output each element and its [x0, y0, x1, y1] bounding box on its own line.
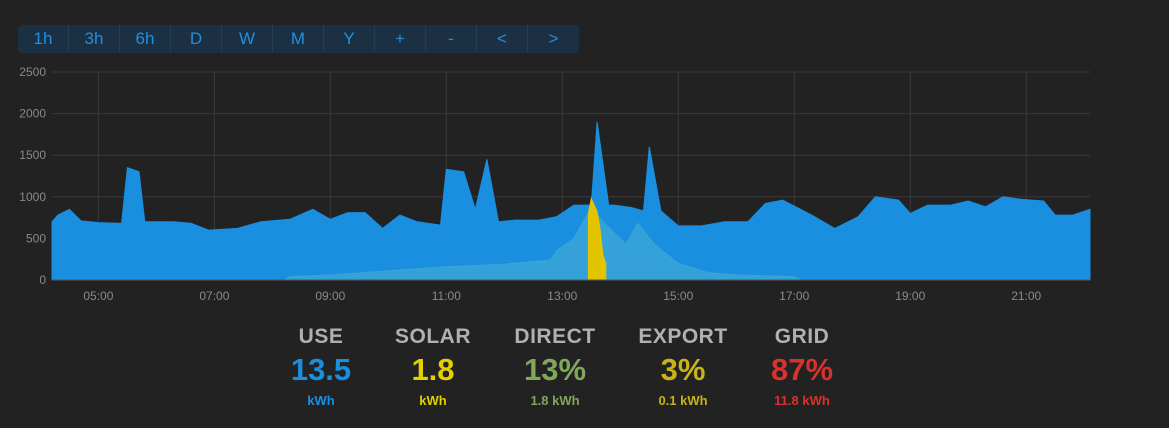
stat-export-sub: 0.1 kWh — [658, 393, 708, 408]
stat-export-value: 3% — [660, 352, 706, 387]
x-tick-label: 21:00 — [1011, 289, 1041, 303]
range-3h-button[interactable]: 3h — [69, 25, 120, 53]
power-chart: 0 500 1000 1500 2000 2500 05:00 07:00 09:00 11:00… — [19, 65, 1091, 303]
y-tick-label: 2000 — [19, 107, 46, 121]
stat-grid-label: GRID — [774, 325, 830, 348]
stat-export-label: EXPORT — [638, 325, 728, 348]
stat-solar: SOLAR 1.8 kWh — [373, 325, 493, 408]
x-tick-label: 07:00 — [199, 289, 229, 303]
x-tick-label: 19:00 — [895, 289, 925, 303]
stat-grid-sub: 11.8 kWh — [774, 393, 830, 408]
x-tick-label: 05:00 — [83, 289, 113, 303]
stat-solar-sub: kWh — [419, 393, 447, 408]
stat-solar-value: 1.8 — [411, 352, 455, 387]
y-tick-label: 0 — [39, 273, 46, 287]
zoom-out-button[interactable]: - — [426, 25, 477, 53]
range-day-button[interactable]: D — [171, 25, 222, 53]
stat-direct: DIRECT 13% 1.8 kWh — [495, 325, 615, 408]
stat-direct-label: DIRECT — [514, 325, 596, 348]
stat-grid-value: 87% — [770, 352, 834, 387]
solar-direct-area — [587, 196, 607, 281]
pan-left-button[interactable]: < — [477, 25, 528, 53]
stat-export: EXPORT 3% 0.1 kWh — [623, 325, 743, 408]
x-tick-label: 11:00 — [432, 289, 461, 303]
x-tick-label: 09:00 — [315, 289, 345, 303]
y-tick-label: 1000 — [19, 190, 46, 204]
y-tick-label: 500 — [26, 231, 46, 245]
range-6h-button[interactable]: 6h — [120, 25, 171, 53]
x-tick-label: 15:00 — [663, 289, 693, 303]
stat-use-sub: kWh — [307, 393, 335, 408]
y-tick-label: 1500 — [19, 148, 46, 162]
stat-direct-value: 13% — [523, 352, 587, 387]
range-year-button[interactable]: Y — [324, 25, 375, 53]
range-week-button[interactable]: W — [222, 25, 273, 53]
use-area — [51, 121, 1091, 281]
x-tick-label: 13:00 — [547, 289, 577, 303]
range-month-button[interactable]: M — [273, 25, 324, 53]
range-1h-button[interactable]: 1h — [18, 25, 69, 53]
stat-direct-sub: 1.8 kWh — [530, 393, 580, 408]
stat-use-value: 13.5 — [290, 352, 352, 387]
y-tick-label: 2500 — [19, 65, 46, 79]
zoom-in-button[interactable]: + — [375, 25, 426, 53]
solar-area — [283, 206, 802, 281]
time-range-toolbar: 1h 3h 6h D W M Y + - < > — [18, 25, 579, 53]
stat-use: USE 13.5 kWh — [261, 325, 381, 408]
stat-use-label: USE — [298, 325, 344, 348]
stat-solar-label: SOLAR — [395, 325, 471, 348]
x-tick-label: 17:00 — [779, 289, 809, 303]
stat-grid: GRID 87% 11.8 kWh — [742, 325, 862, 408]
pan-right-button[interactable]: > — [548, 29, 559, 48]
